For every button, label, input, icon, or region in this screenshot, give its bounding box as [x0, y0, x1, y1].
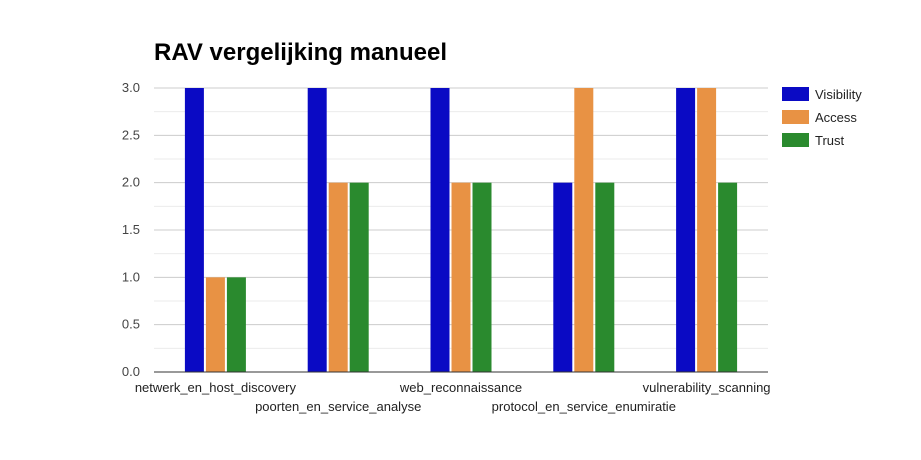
y-tick-label: 1.0	[122, 269, 140, 284]
legend-swatch-visibility	[782, 87, 809, 101]
bar-trust-3	[595, 182, 615, 372]
y-tick-label: 3.0	[122, 80, 140, 95]
y-axis-ticks: 0.0 0.5 1.0 1.5 2.0 2.5 3.0	[122, 80, 140, 379]
chart-title: RAV vergelijking manueel	[154, 39, 447, 66]
bar-trust-4	[718, 182, 738, 372]
x-category-label: poorten_en_service_analyse	[255, 399, 421, 414]
bar-visibility-0	[184, 88, 204, 372]
legend-label-visibility: Visibility	[815, 87, 862, 102]
legend: Visibility Access Trust	[782, 87, 862, 148]
legend-swatch-access	[782, 110, 809, 124]
bar-trust-2	[472, 182, 492, 372]
bar-access-0	[205, 277, 225, 372]
bar-trust-0	[226, 277, 246, 372]
x-category-label: protocol_en_service_enumiratie	[492, 399, 676, 414]
bar-access-3	[574, 88, 594, 372]
x-category-label: web_reconnaissance	[399, 380, 522, 395]
legend-label-trust: Trust	[815, 133, 845, 148]
legend-label-access: Access	[815, 110, 857, 125]
bar-visibility-4	[676, 88, 696, 372]
bar-visibility-2	[430, 88, 450, 372]
y-tick-label: 2.5	[122, 127, 140, 142]
bar-trust-1	[349, 182, 369, 372]
y-tick-label: 1.5	[122, 222, 140, 237]
legend-swatch-trust	[782, 133, 809, 147]
x-category-label: vulnerability_scanning	[643, 380, 771, 395]
y-tick-label: 0.0	[122, 364, 140, 379]
x-category-label: netwerk_en_host_discovery	[135, 380, 297, 395]
bar-visibility-1	[307, 88, 327, 372]
bar-access-2	[451, 182, 471, 372]
bar-access-1	[328, 182, 348, 372]
y-tick-label: 2.0	[122, 175, 140, 190]
bar-access-4	[697, 88, 717, 372]
bar-visibility-3	[553, 182, 573, 372]
bars	[184, 88, 738, 372]
x-axis-labels: netwerk_en_host_discovery poorten_en_serv…	[135, 380, 771, 414]
y-tick-label: 0.5	[122, 317, 140, 332]
